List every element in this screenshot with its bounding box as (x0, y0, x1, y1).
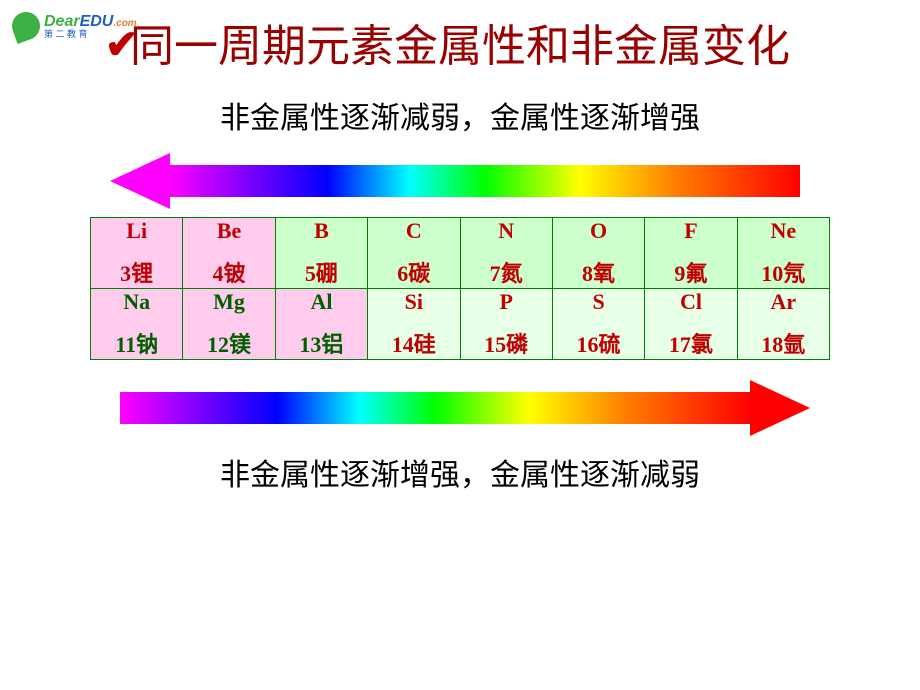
element-cell: O 8氧 (552, 218, 644, 289)
element-cell: Ne 10氖 (737, 218, 829, 289)
spectrum-bar (120, 392, 750, 424)
element-name: 5硼 (305, 256, 338, 288)
element-symbol: Ne (770, 218, 796, 244)
element-name: 13铝 (299, 327, 343, 359)
element-name: 17氯 (669, 327, 713, 359)
element-symbol: S (592, 289, 604, 315)
element-name: 16硫 (577, 327, 621, 359)
element-name: 7氮 (490, 256, 523, 288)
element-cell: B 5硼 (275, 218, 367, 289)
logo-icon (8, 8, 44, 44)
element-symbol: Na (123, 289, 150, 315)
element-symbol: P (499, 289, 512, 315)
logo-dear: Dear (44, 13, 80, 30)
element-cell: Li 3锂 (91, 218, 183, 289)
element-name: 3锂 (120, 256, 153, 288)
arrow-head-right-icon (750, 380, 810, 436)
element-symbol: Mg (213, 289, 245, 315)
element-symbol: Al (310, 289, 332, 315)
table-row: Li 3锂 Be 4铍 B 5硼 C 6碳 N 7氮 O 8氧 F 9氟 Ne 10氖 (91, 218, 830, 289)
element-name: 14硅 (392, 327, 436, 359)
element-symbol: B (314, 218, 329, 244)
element-name: 11钠 (115, 327, 158, 359)
element-name: 9氟 (674, 256, 707, 288)
element-name: 12镁 (207, 327, 251, 359)
element-cell: Si 14硅 (368, 289, 460, 360)
bottom-arrow (60, 384, 860, 432)
element-name: 6碳 (397, 256, 430, 288)
element-symbol: F (684, 218, 697, 244)
periodic-table: Li 3锂 Be 4铍 B 5硼 C 6碳 N 7氮 O 8氧 F 9氟 Ne 10氖 Na 11钠 Mg 12镁 Al… (90, 217, 830, 360)
arrow-head-left-icon (110, 153, 170, 209)
element-cell: Ar 18氩 (737, 289, 829, 360)
element-cell: N 7氮 (460, 218, 552, 289)
element-symbol: N (498, 218, 514, 244)
top-arrow (60, 157, 860, 205)
element-name: 15磷 (484, 327, 528, 359)
table-row: Na 11钠 Mg 12镁 Al 13铝 Si 14硅 P 15磷 S 16硫 Cl 17氯 Ar 18氩 (91, 289, 830, 360)
bottom-caption: 非金属性逐渐增强，金属性逐渐减弱 (0, 450, 920, 494)
element-cell: Al 13铝 (275, 289, 367, 360)
element-symbol: Ar (770, 289, 796, 315)
element-cell: Na 11钠 (91, 289, 183, 360)
element-cell: P 15磷 (460, 289, 552, 360)
element-cell: F 9氟 (645, 218, 737, 289)
element-symbol: C (406, 218, 422, 244)
element-cell: Be 4铍 (183, 218, 275, 289)
element-name: 4铍 (213, 256, 246, 288)
spectrum-bar (170, 165, 800, 197)
element-symbol: Li (126, 218, 147, 244)
checkmark-icon: ✔ (105, 22, 139, 68)
element-cell: S 16硫 (552, 289, 644, 360)
element-symbol: Be (217, 218, 241, 244)
element-cell: Mg 12镁 (183, 289, 275, 360)
element-name: 8氧 (582, 256, 615, 288)
top-caption: 非金属性逐渐减弱，金属性逐渐增强 (0, 93, 920, 137)
element-symbol: Cl (680, 289, 702, 315)
element-cell: C 6碳 (368, 218, 460, 289)
element-symbol: O (590, 218, 607, 244)
element-name: 18氩 (761, 327, 805, 359)
element-cell: Cl 17氯 (645, 289, 737, 360)
element-symbol: Si (405, 289, 423, 315)
element-name: 10氖 (761, 256, 805, 288)
